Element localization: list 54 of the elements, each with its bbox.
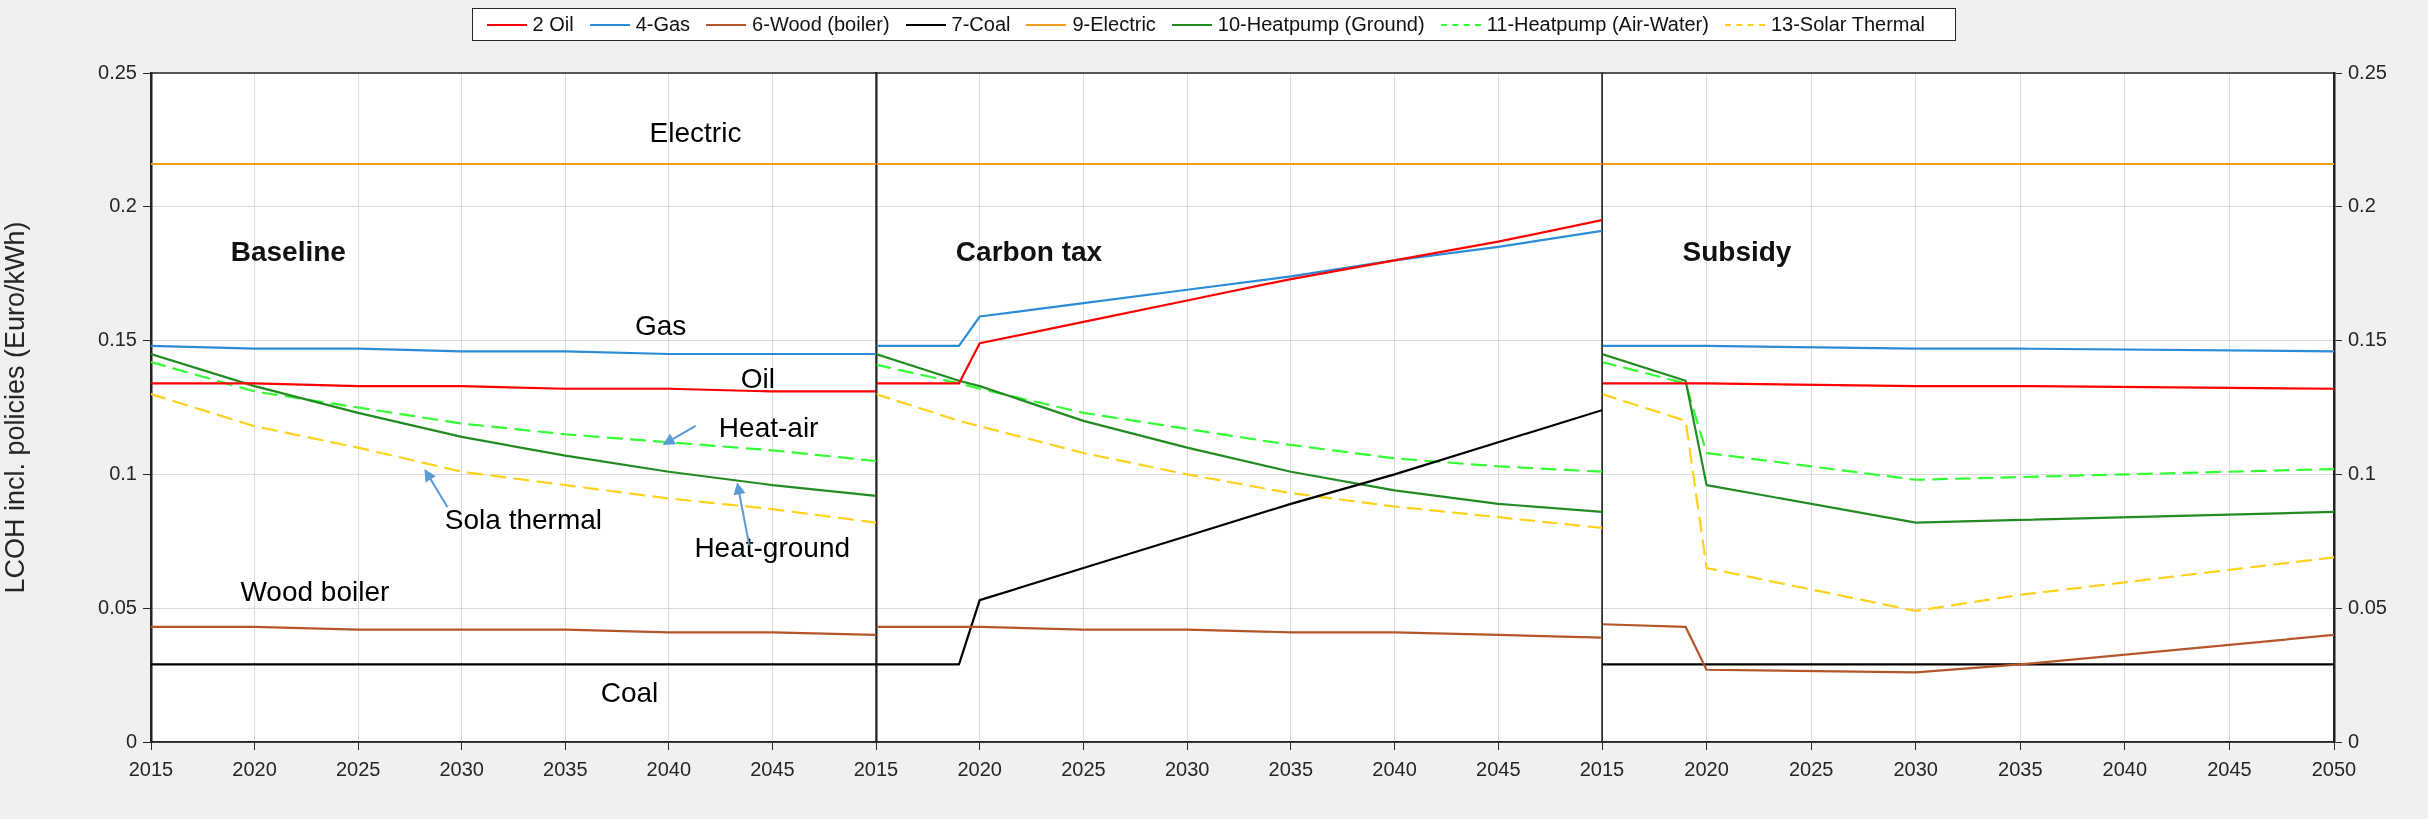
annotation: Sola thermal [444, 503, 603, 535]
y-tick-label: 0.25 [98, 60, 137, 83]
x-tick-label: 2035 [543, 757, 588, 780]
y-tick-label: 0.2 [109, 194, 137, 217]
x-tick-label: 2035 [1998, 757, 2043, 780]
text: Subsidy [1682, 236, 1792, 268]
x-tick-label: 2025 [1061, 757, 1106, 780]
y-axis-title: LCOH incl. policies (Euro/kWh) [0, 221, 30, 594]
annotation: Heat-air [718, 411, 819, 443]
y2-tick-label: 0.25 [2348, 60, 2387, 83]
y2-tick-label: 0.05 [2348, 595, 2387, 618]
text: Baseline [230, 236, 346, 268]
x-tick-label: 2015 [128, 757, 174, 780]
x-tick-label: 2050 [2311, 757, 2357, 780]
x-tick-label: 2025 [335, 757, 381, 780]
legend-label: 9-Electric [1072, 13, 1156, 36]
text: Carbon tax [955, 236, 1103, 268]
x-tick-label: 2045 [2207, 757, 2252, 780]
legend-label: 2 Oil [532, 13, 574, 36]
annotation: Wood boiler [240, 575, 390, 607]
x-tick-label: 2020 [232, 757, 277, 780]
y-tick-label: 0.1 [109, 461, 137, 484]
legend-label: 6-Wood (boiler) [752, 13, 890, 36]
y2-tick-label: 0 [2348, 729, 2360, 752]
x-tick-label: 2020 [1684, 757, 1729, 780]
x-tick-label: 2020 [957, 757, 1002, 780]
annotation: Coal [600, 677, 659, 709]
x-tick-label: 2040 [2102, 757, 2148, 780]
x-tick-label: 2045 [750, 757, 795, 780]
y2-tick-label: 0.2 [2348, 194, 2376, 217]
annotation: Oil [740, 363, 775, 395]
legend-label: 4-Gas [635, 13, 691, 36]
x-tick-label: 2015 [1579, 757, 1625, 780]
x-tick-label: 2040 [1372, 757, 1417, 780]
legend-label: 7-Coal [951, 13, 1011, 36]
x-tick-label: 2030 [1164, 757, 1210, 780]
annotation: Electric [649, 117, 742, 149]
annotation: Gas [635, 309, 687, 341]
annotation: Heat-ground [694, 532, 851, 564]
legend-label: 11-Heatpump (Air-Water) [1486, 13, 1709, 36]
x-tick-label: 2025 [1788, 757, 1834, 780]
legend-label: 13-Solar Thermal [1770, 13, 1926, 36]
x-tick-label: 2030 [439, 757, 484, 780]
y2-tick-label: 0.15 [2348, 328, 2387, 351]
x-tick-label: 2015 [853, 757, 899, 780]
y-tick-label: 0 [125, 729, 137, 752]
y2-tick-label: 0.1 [2348, 461, 2376, 484]
x-tick-label: 2040 [646, 757, 692, 780]
y-tick-label: 0.15 [98, 328, 137, 351]
x-tick-label: 2035 [1268, 757, 1314, 780]
legend-label: 10-Heatpump (Ground) [1217, 13, 1425, 36]
y-tick-label: 0.05 [98, 595, 137, 618]
x-tick-label: 2045 [1476, 757, 1521, 780]
x-tick-label: 2030 [1893, 757, 1938, 780]
